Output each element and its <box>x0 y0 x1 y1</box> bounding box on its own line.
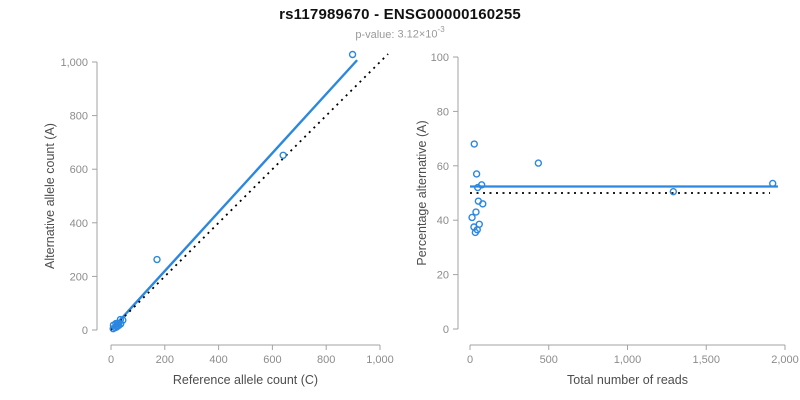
y-axis-title: Percentage alternative (A) <box>415 120 429 265</box>
data-point <box>279 151 287 159</box>
y-tick-label: 200 <box>70 271 88 283</box>
x-tick-label: 2,000 <box>771 354 799 366</box>
y-tick-label: 0 <box>82 325 88 337</box>
x-tick-label: 0 <box>467 354 473 366</box>
data-point <box>470 140 478 148</box>
data-point <box>153 255 161 264</box>
y-tick-label: 20 <box>437 270 449 282</box>
x-tick-label: 600 <box>263 354 281 366</box>
data-point <box>669 187 678 196</box>
x-tick-label: 1,000 <box>614 354 642 366</box>
y-tick-label: 800 <box>70 111 88 123</box>
data-point <box>472 208 480 216</box>
x-tick-label: 1,000 <box>366 354 394 366</box>
x-tick-label: 0 <box>108 354 114 366</box>
data-point <box>769 179 777 188</box>
data-point <box>471 228 480 237</box>
x-tick-label: 400 <box>209 354 227 366</box>
data-point <box>116 320 125 328</box>
x-tick-label: 200 <box>156 354 174 366</box>
data-point <box>468 213 476 222</box>
y-tick-label: 600 <box>70 164 88 176</box>
y-tick-label: 100 <box>431 52 449 64</box>
x-tick-label: 800 <box>317 354 335 366</box>
data-point <box>477 181 486 189</box>
x-tick-label: 1,500 <box>692 354 720 366</box>
y-tick-label: 40 <box>437 215 449 227</box>
percentage-reads-scatter: 0 500 1,000 1,500 2,000 0 20 40 60 80 100 Total num… <box>415 52 799 387</box>
y-tick-label: 1,000 <box>60 57 88 69</box>
y-tick-label: 80 <box>437 106 449 118</box>
data-point <box>348 50 357 59</box>
x-axis-title: Total number of reads <box>567 373 688 387</box>
allele-count-scatter: 0 200 400 600 800 1,000 0 200 400 600 800 1,000 Refe… <box>43 50 394 387</box>
x-axis-title: Reference allele count (C) <box>173 373 318 387</box>
y-tick-label: 400 <box>70 218 88 230</box>
identity-line <box>110 53 389 331</box>
y-tick-label: 0 <box>443 324 449 336</box>
y-tick-label: 60 <box>437 161 449 173</box>
x-tick-label: 500 <box>540 354 558 366</box>
y-axis-title: Alternative allele count (A) <box>43 123 57 269</box>
data-point <box>472 170 481 178</box>
data-point <box>119 316 127 324</box>
data-point <box>534 159 543 167</box>
fit-line <box>110 59 359 331</box>
data-point <box>479 200 487 208</box>
